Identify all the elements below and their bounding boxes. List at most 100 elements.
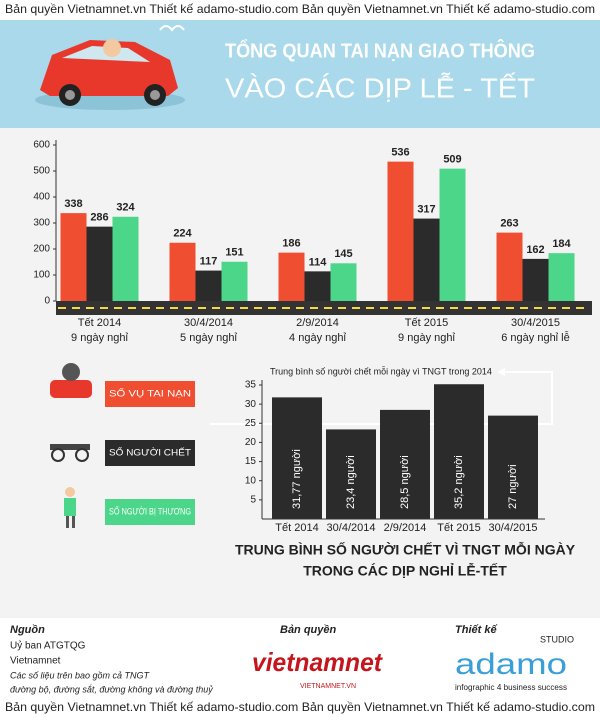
value-label: 145 [334,248,352,260]
source: Uỷ ban ATGTQG [10,640,86,652]
y-tick-label: 300 [33,218,50,229]
value-label: 263 [500,218,518,230]
header-title: TỔNG QUAN TAI NẠN GIAO THÔNG [225,38,535,62]
bar [330,263,357,301]
x-tick-label: Tết 2015 [437,522,480,534]
annotation: Trung bình số người chết mỗi ngày vì TNG… [270,366,492,376]
copyright-title: Bản quyền [280,624,337,636]
legend-label: SỐ VỤ TAI NẠN [109,387,191,398]
x-tick-note: 5 ngày nghỉ [180,332,237,344]
header-subtitle: VÀO CÁC DỊP LỄ - TẾT [225,72,535,103]
value-label: 338 [64,198,82,210]
x-tick-note: 6 ngày nghỉ lễ [501,331,570,344]
y-tick-label: 15 [245,456,257,467]
value-label: 35,2 người [453,455,465,509]
value-label: 224 [173,228,192,240]
value-label: 509 [443,154,461,166]
design-logo: adamo [455,648,567,681]
legend-label: SỐ NGƯỜI BỊ THƯƠNG [109,505,191,516]
legend-swatch [105,381,195,407]
value-label: 184 [552,238,571,250]
value-label: 27 người [507,464,519,509]
design-studio: STUDIO [540,634,574,644]
source: Vietnamnet [10,656,61,667]
chart-title: TRUNG BÌNH SỐ NGƯỜI CHẾT VÌ TNGT MỖI NGÀ… [235,541,576,558]
copyright-logo: vietnamnet [252,647,383,677]
y-tick-label: 100 [33,270,50,281]
legend-icons [50,363,92,528]
value-label: 31,77 người [291,449,303,509]
value-label: 151 [225,247,243,259]
x-tick-label: Tết 2014 [78,317,121,329]
x-tick-note: 9 ngày nghỉ [71,332,128,344]
y-tick-label: 10 [245,475,257,486]
y-tick-label: 0 [44,296,50,307]
y-tick-label: 5 [250,494,256,505]
design-title: Thiết kế [455,624,498,636]
bar [221,261,248,301]
bar [112,216,139,301]
value-label: 114 [309,256,328,268]
x-tick-label: 30/4/2015 [489,522,538,534]
source-title: Nguồn [10,624,45,636]
annotation-arrowhead [497,368,505,376]
chart-title: TRONG CÁC DỊP NGHỈ LỄ-TẾT [303,563,507,579]
watermark-band [0,0,600,20]
y-tick-label: 25 [245,418,257,429]
bar [496,232,523,301]
y-tick-label: 30 [245,399,257,410]
watermark: Bản quyền Vietnamnet.vn Thiết kế adamo-s… [5,700,595,714]
x-tick-label: 30/4/2015 [511,317,560,329]
y-tick-label: 400 [33,192,50,203]
value-label: 117 [200,255,218,267]
bar [434,384,484,519]
value-label: 317 [417,203,435,215]
bar [195,270,222,301]
bar [522,258,549,301]
note: Các số liệu trên bao gồm cả TNGT [10,670,151,680]
bar [86,226,113,301]
legend-swatch [105,440,195,466]
watermark: Bản quyền Vietnamnet.vn Thiết kế adamo-s… [5,2,595,16]
design-tagline: infographic 4 business success [455,683,567,692]
watermark-band [0,699,600,717]
bar [439,168,466,301]
x-tick-note: 4 ngày nghỉ [289,332,346,344]
bar [304,271,331,301]
value-label: 536 [391,147,409,159]
note: đường bộ, đường sắt, đường không và đườn… [10,684,213,694]
bar [278,252,305,301]
bar [387,161,414,301]
y-tick-label: 500 [33,166,50,177]
bar [169,242,196,301]
legend-swatch [105,499,195,525]
car-illustration [35,25,185,110]
value-label: 23,4 người [345,455,357,509]
bar [60,213,87,301]
value-label: 286 [90,212,108,224]
y-tick-label: 200 [33,244,50,255]
footer-band [0,618,600,700]
x-tick-label: 30/4/2014 [184,317,233,329]
x-tick-label: 30/4/2014 [327,522,376,534]
bar [548,253,575,301]
y-tick-label: 600 [33,140,50,151]
bar [380,409,430,519]
x-tick-note: 9 ngày nghỉ [398,332,455,344]
bar [413,218,440,301]
value-label: 186 [282,238,300,250]
bar [272,397,322,519]
bar [488,415,538,519]
value-label: 28,5 người [399,455,411,509]
x-tick-label: Tết 2015 [405,317,448,329]
x-tick-label: Tết 2014 [275,522,318,534]
legend-label: SỐ NGƯỜI CHẾT [109,446,192,457]
bar [326,429,376,519]
x-tick-label: 2/9/2014 [384,522,427,534]
value-label: 324 [116,202,135,214]
x-tick-label: 2/9/2014 [296,317,339,329]
copyright-url: VIETNAMNET.VN [300,683,356,690]
y-tick-label: 20 [245,437,257,448]
value-label: 162 [526,244,544,256]
